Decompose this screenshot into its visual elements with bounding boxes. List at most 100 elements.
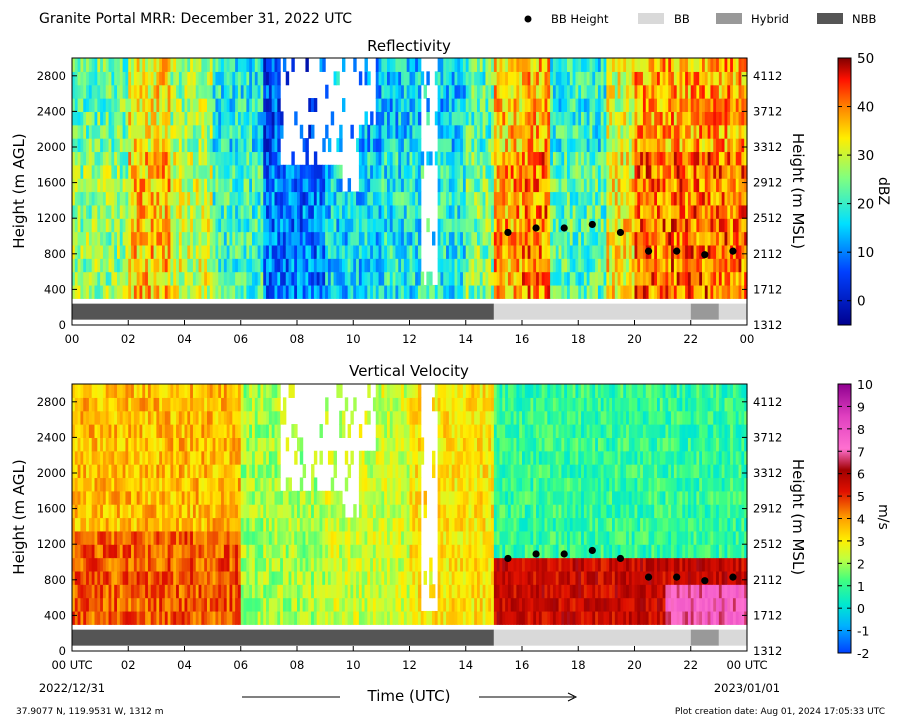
heat-cell: [204, 231, 208, 246]
heat-cell: [603, 71, 607, 86]
heat-cell: [465, 151, 470, 166]
heat-cell: [201, 231, 205, 246]
heat-cell: [448, 271, 453, 286]
heat-cell: [125, 231, 129, 246]
heat-cell: [496, 111, 501, 126]
heat-cell: [209, 178, 214, 193]
heat-cell: [254, 98, 259, 112]
heat-cell: [80, 464, 84, 479]
heat-cell: [406, 284, 411, 299]
heat-cell: [173, 258, 177, 273]
colorbar-tick-label: 50: [857, 51, 874, 67]
heat-cell: [105, 191, 110, 206]
heat-cell: [167, 284, 172, 299]
heat-cell: [159, 84, 163, 99]
heat-cell: [460, 218, 464, 233]
heat-cell: [524, 284, 529, 299]
heat-cell: [735, 84, 740, 99]
heat-cell: [176, 610, 180, 625]
heat-cell: [578, 111, 582, 126]
heat-cell: [507, 84, 512, 99]
heat-cell: [156, 384, 160, 398]
heat-cell: [446, 231, 450, 246]
heat-cell: [173, 477, 177, 492]
heat-cell: [536, 71, 540, 86]
heat-cell: [474, 244, 478, 259]
heat-cell: [192, 71, 197, 86]
heat-cell: [676, 164, 681, 179]
heat-cell: [215, 151, 219, 166]
heat-cell: [74, 284, 79, 299]
heat-cell: [350, 191, 354, 206]
heat-cell: [150, 284, 155, 299]
heat-cell: [741, 231, 745, 246]
heat-cell: [510, 191, 515, 206]
heat-cell: [561, 98, 565, 112]
heat-cell: [170, 477, 174, 492]
heat-cell: [735, 98, 740, 112]
heat-cell: [507, 164, 512, 179]
heat-cell: [147, 557, 152, 572]
heat-cell: [131, 610, 135, 625]
heat-cell: [187, 138, 191, 153]
heat-cell: [133, 597, 138, 612]
heat-cell: [679, 244, 683, 259]
heat-cell: [198, 218, 202, 233]
heat-cell: [223, 84, 228, 99]
heat-cell: [128, 557, 132, 572]
heat-cell: [417, 284, 422, 299]
heat-cell: [409, 218, 413, 233]
heat-cell: [693, 271, 697, 286]
heat-cell: [727, 111, 731, 126]
heat-cell: [100, 450, 104, 465]
heat-cell: [215, 271, 219, 286]
heat-cell: [119, 84, 124, 99]
heat-cell: [100, 464, 104, 479]
heat-cell: [119, 191, 124, 206]
heat-cell: [195, 138, 200, 153]
heat-cell: [628, 58, 633, 72]
heat-cell: [280, 124, 284, 139]
heat-cell: [336, 271, 340, 286]
heat-cell: [364, 244, 368, 259]
heat-cell: [485, 124, 489, 139]
heat-cell: [274, 71, 278, 86]
heat-cell: [592, 178, 596, 193]
heat-cell: [167, 570, 172, 585]
heat-cell: [83, 111, 87, 126]
heat-cell: [536, 138, 540, 153]
heat-cell: [657, 98, 661, 112]
heat-cell: [176, 71, 180, 86]
heat-cell: [392, 271, 397, 286]
heat-cell: [164, 450, 169, 465]
heat-cell: [527, 98, 532, 112]
heat-cell: [223, 284, 228, 299]
heat-cell: [207, 610, 211, 625]
heat-cell: [634, 98, 638, 112]
heat-cell: [153, 191, 157, 206]
heat-cell: [552, 138, 557, 153]
heat-cell: [367, 151, 371, 166]
heat-cell: [702, 191, 706, 206]
heat-cell: [474, 151, 478, 166]
heat-cell: [226, 271, 231, 286]
heat-cell: [347, 284, 352, 299]
heat-cell: [184, 450, 188, 465]
heat-cell: [569, 204, 574, 219]
heat-cell: [572, 204, 577, 219]
heat-cell: [311, 258, 315, 273]
heat-cell: [170, 71, 174, 86]
heat-cell: [74, 517, 79, 532]
heat-cell: [364, 271, 368, 286]
heat-cell: [721, 191, 726, 206]
heat-cell: [474, 284, 478, 299]
heat-cell: [167, 517, 172, 532]
heat-cell: [105, 570, 110, 585]
heat-cell: [111, 424, 115, 438]
heat-cell: [510, 231, 515, 246]
heat-cell: [617, 111, 622, 126]
heat-cell: [710, 204, 714, 219]
colorbar-tick-label: 0: [857, 294, 866, 310]
heat-cell: [201, 111, 205, 126]
heat-cell: [97, 477, 101, 492]
